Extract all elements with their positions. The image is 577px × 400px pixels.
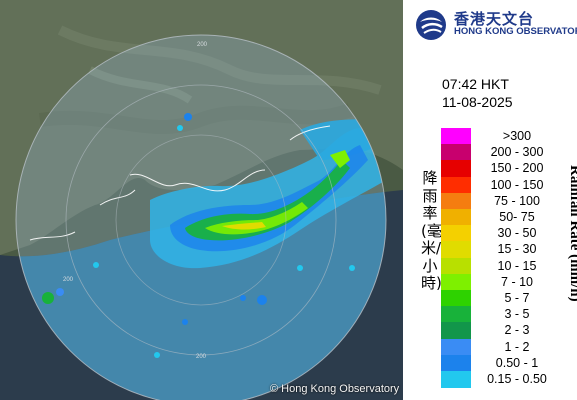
range-label-top: 200 [197, 42, 208, 48]
legend-swatch [441, 257, 471, 275]
legend-range-label: 0.50 - 1 [495, 355, 539, 370]
legend-swatch [441, 160, 471, 178]
legend-range-label: 7 - 10 [501, 274, 533, 289]
legend-swatch [441, 290, 471, 307]
range-label-left: 200 [63, 277, 74, 283]
radar-map: 200 200 200 © Hong Kong Observatory [0, 0, 403, 400]
legend-swatch [441, 322, 471, 340]
legend-swatch [441, 192, 471, 210]
legend-swatch [441, 144, 471, 162]
legend-swatch [441, 225, 471, 243]
range-ring-middle [65, 84, 337, 356]
hko-logo-icon [416, 10, 446, 40]
legend-range-label: 5 - 7 [504, 291, 530, 305]
legend-range-label: 3 - 5 [504, 307, 530, 322]
legend-title-zh: 降雨率(毫米/小時) [421, 169, 442, 292]
legend-range-label: 200 - 300 [490, 145, 544, 160]
legend-range-label: 15 - 30 [497, 242, 537, 257]
legend-range-label: 75 - 100 [494, 193, 540, 208]
legend-range-label: >300 [502, 129, 532, 143]
legend-range-label: 50- 75 [499, 210, 535, 224]
rain-echo-layer [16, 113, 386, 400]
legend-range-label: 2 - 3 [504, 323, 530, 338]
observation-time: 07:42 HKT [442, 76, 509, 92]
range-ring-outer [15, 34, 387, 400]
legend-swatch [441, 241, 471, 259]
legend-swatch [441, 128, 471, 145]
legend-range-label: 1 - 2 [504, 339, 530, 354]
org-name-zh: 香港天文台 [454, 10, 535, 28]
legend-title-en: Rainfall Rate (mm/h) [567, 165, 577, 302]
legend-swatch [441, 176, 471, 194]
legend-range-label: 0.15 - 0.50 [487, 372, 547, 386]
legend-swatch [441, 371, 471, 388]
legend-panel [403, 0, 577, 400]
legend-swatch [441, 338, 471, 356]
legend-range-label: 10 - 15 [497, 258, 537, 273]
range-ring-inner [115, 134, 287, 306]
observation-date: 11-08-2025 [442, 94, 513, 110]
org-name-en: HONG KONG OBSERVATORY [454, 26, 577, 37]
copyright-text: © Hong Kong Observatory [270, 383, 400, 395]
range-label-bottom: 200 [196, 354, 207, 360]
coastline [129, 169, 266, 192]
legend-range-label: 100 - 150 [490, 177, 544, 192]
legend-swatch [441, 306, 471, 324]
radar-image: 200 200 200 [0, 0, 403, 400]
legend-range-label: 150 - 200 [490, 161, 544, 176]
legend-swatch [441, 273, 471, 291]
mainland-terrain [0, 0, 403, 255]
legend-range-label: 30 - 50 [497, 226, 537, 241]
legend-swatch [441, 209, 471, 226]
legend-swatch [441, 354, 471, 372]
